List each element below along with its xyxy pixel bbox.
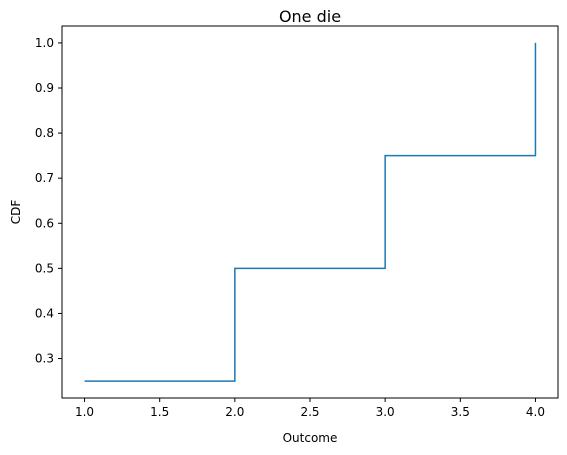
y-tick-label: 0.7 bbox=[35, 171, 54, 185]
chart-title: One die bbox=[279, 7, 341, 26]
y-tick-label: 0.6 bbox=[35, 216, 54, 230]
series-layer bbox=[84, 42, 537, 382]
x-tick-label: 1.0 bbox=[75, 405, 94, 419]
x-tick-label: 2.5 bbox=[300, 405, 319, 419]
x-tick-label: 1.5 bbox=[150, 405, 169, 419]
y-axis-label: CDF bbox=[9, 200, 23, 225]
cdf-step-line bbox=[84, 42, 537, 382]
x-tick-label: 4.0 bbox=[526, 405, 545, 419]
y-tick-label: 0.5 bbox=[35, 261, 54, 275]
y-tick-label: 0.9 bbox=[35, 81, 54, 95]
x-tick-label: 2.0 bbox=[225, 405, 244, 419]
x-axis-ticks: 1.0 1.5 2.0 2.5 3.0 3.5 4.0 bbox=[75, 398, 545, 419]
x-tick-label: 3.0 bbox=[376, 405, 395, 419]
x-tick-label: 3.5 bbox=[451, 405, 470, 419]
x-axis-label: Outcome bbox=[283, 431, 338, 445]
y-tick-label: 0.8 bbox=[35, 126, 54, 140]
y-tick-label: 1.0 bbox=[35, 36, 54, 50]
y-tick-label: 0.3 bbox=[35, 352, 54, 366]
plot-area-frame bbox=[61, 25, 559, 399]
y-axis-ticks: 0.3 0.4 0.5 0.6 0.7 0.8 0.9 1.0 bbox=[35, 36, 62, 366]
y-tick-label: 0.4 bbox=[35, 306, 54, 320]
